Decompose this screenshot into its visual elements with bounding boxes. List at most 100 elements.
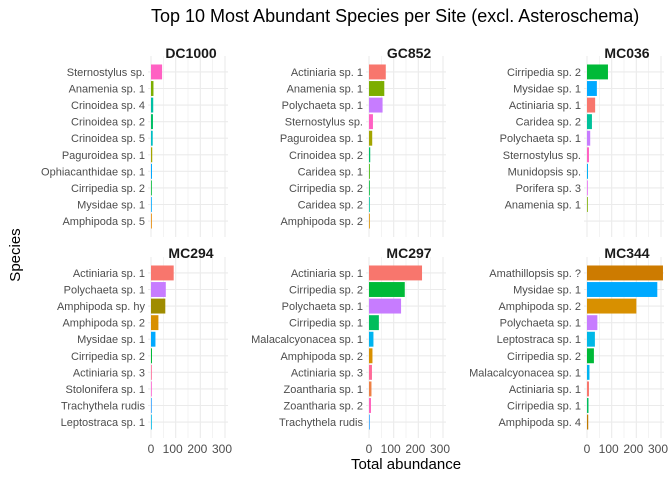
bar-crinoidea-sp-5 — [151, 130, 153, 146]
category-label: Paguroidea sp. 1 — [280, 133, 363, 145]
bar-caridea-sp-2 — [369, 197, 370, 212]
category-label: Crinoidea sp. 4 — [71, 100, 145, 112]
bar-cirripedia-sp-2 — [151, 348, 152, 364]
facet-panels: DC1000 Sternostylus sp. Anamenia sp. 1 Crin… — [41, 45, 668, 456]
bar-sternostylus-sp — [151, 64, 163, 80]
category-label: Cirripedia sp. 2 — [71, 183, 145, 195]
bar-porifera-sp-3 — [587, 180, 588, 196]
facet-label: DC1000 — [165, 45, 217, 61]
category-label: Stolonifera sp. 1 — [66, 384, 146, 396]
category-label: Crinoidea sp. 2 — [289, 150, 363, 162]
panel-dc1000: DC1000 Sternostylus sp. Anamenia sp. 1 Crin… — [41, 45, 228, 237]
panel-gc852: GC852 Actiniaria sp. 1 Anamenia sp. 1 Polyc… — [280, 45, 446, 237]
x-tick-label: 200 — [405, 442, 425, 456]
x-tick-label: 200 — [187, 442, 207, 456]
x-tick-label: 300 — [212, 442, 232, 456]
category-label: Polychaeta sp. 1 — [282, 301, 363, 313]
category-label: Zoantharia sp. 1 — [284, 384, 364, 396]
bar-polychaeta-sp-1 — [369, 298, 402, 314]
category-label: Caridea sp. 1 — [298, 166, 363, 178]
bar-trachythela-rudis — [151, 398, 152, 413]
bar-malacalcyonacea-sp-1 — [369, 331, 374, 347]
bar-actiniaria-sp-1 — [151, 265, 174, 281]
category-label: Leptostraca sp. 1 — [61, 417, 145, 429]
category-label: Malacalcyonacea sp. 1 — [469, 367, 581, 379]
category-label: Actiniaria sp. 1 — [291, 268, 363, 280]
category-label: Amphipoda sp. 2 — [280, 351, 363, 363]
category-label: Actiniaria sp. 1 — [73, 268, 145, 280]
x-tick-label: 100 — [163, 442, 183, 456]
bar-cirripedia-sp-2 — [369, 180, 370, 196]
bar-amphipoda-sp-4 — [587, 414, 589, 430]
bar-amphipoda-sp-5 — [151, 213, 152, 229]
bar-mysidae-sp-1 — [151, 197, 152, 212]
x-tick-label: 300 — [648, 442, 668, 456]
bar-amphipoda-sp-hy — [151, 298, 166, 314]
category-label: Trachythela rudis — [61, 400, 145, 412]
category-label: Amphipoda sp. 5 — [62, 216, 145, 228]
facet-label: MC297 — [386, 245, 431, 261]
bar-polychaeta-sp-1 — [369, 97, 383, 113]
category-label: Anamenia sp. 1 — [287, 84, 363, 96]
category-label: Porifera sp. 3 — [516, 183, 581, 195]
category-label: Amphipoda sp. 2 — [498, 301, 581, 313]
category-label: Zoantharia sp. 2 — [284, 400, 364, 412]
x-tick-label: 300 — [430, 442, 450, 456]
bar-sternostylus-sp — [369, 114, 373, 130]
bar-actiniaria-sp-3 — [369, 364, 372, 380]
bar-cirripedia-sp-2 — [151, 180, 152, 196]
panel-mc036: MC036 Cirripedia sp. 2 Mysidae sp. 1 Actini… — [500, 45, 664, 237]
chart-title: Top 10 Most Abundant Species per Site (e… — [151, 6, 639, 26]
category-label: Actiniaria sp. 1 — [509, 100, 581, 112]
category-label: Sternostylus sp. — [285, 117, 363, 129]
bar-trachythela-rudis — [369, 414, 370, 430]
x-tick-label: 100 — [381, 442, 401, 456]
category-label: Amphipoda sp. 2 — [280, 216, 363, 228]
bar-malacalcyonacea-sp-1 — [587, 364, 590, 380]
bar-cirripedia-sp-2 — [587, 64, 608, 80]
category-label: Sternostylus sp. — [503, 150, 581, 162]
category-label: Anamenia sp. 1 — [69, 84, 145, 96]
bar-stolonifera-sp-1 — [151, 381, 152, 397]
category-label: Paguroidea sp. 1 — [62, 150, 145, 162]
category-label: Cirripedia sp. 2 — [71, 351, 145, 363]
category-label: Caridea sp. 2 — [516, 117, 581, 129]
facet-label: MC036 — [604, 45, 649, 61]
category-label: Polychaeta sp. 1 — [500, 133, 581, 145]
category-label: Amathillopsis sp. ? — [489, 268, 581, 280]
bar-mysidae-sp-1 — [587, 81, 597, 96]
bar-caridea-sp-2 — [587, 114, 592, 130]
category-label: Amphipoda sp. 2 — [62, 318, 145, 330]
category-label: Amphipoda sp. 4 — [498, 417, 581, 429]
bar-actiniaria-sp-3 — [151, 364, 152, 380]
bar-paguroidea-sp-1 — [369, 130, 373, 146]
bar-cirripedia-sp-1 — [369, 315, 379, 331]
category-label: Leptostraca sp. 1 — [497, 334, 581, 346]
x-tick-label: 0 — [584, 442, 591, 456]
bar-amathillopsis-sp — [587, 265, 663, 281]
category-label: Cirripedia sp. 2 — [289, 285, 363, 297]
category-label: Polychaeta sp. 1 — [64, 285, 145, 297]
category-label: Trachythela rudis — [279, 417, 363, 429]
category-label: Mysidae sp. 1 — [77, 334, 145, 346]
category-label: Actiniaria sp. 1 — [509, 384, 581, 396]
bar-anamenia-sp-1 — [151, 81, 154, 96]
bar-crinoidea-sp-2 — [369, 147, 371, 163]
facet-label: MC344 — [604, 245, 649, 261]
category-label: Anamenia sp. 1 — [505, 199, 581, 211]
category-label: Mysidae sp. 1 — [77, 199, 145, 211]
category-label: Munidopsis sp. — [508, 166, 581, 178]
bar-crinoidea-sp-2 — [151, 114, 153, 130]
x-tick-label: 0 — [366, 442, 373, 456]
bar-actiniaria-sp-1 — [587, 97, 596, 113]
x-tick-label: 100 — [599, 442, 619, 456]
bar-leptostraca-sp-1 — [587, 331, 595, 347]
bar-amphipoda-sp-2 — [369, 213, 370, 229]
bar-paguroidea-sp-1 — [151, 147, 153, 163]
category-label: Cirripedia sp. 2 — [507, 67, 581, 79]
bar-mysidae-sp-1 — [587, 282, 658, 297]
category-label: Ophiacanthidae sp. 1 — [41, 166, 145, 178]
bar-cirripedia-sp-2 — [587, 348, 594, 364]
bar-anamenia-sp-1 — [369, 81, 385, 96]
